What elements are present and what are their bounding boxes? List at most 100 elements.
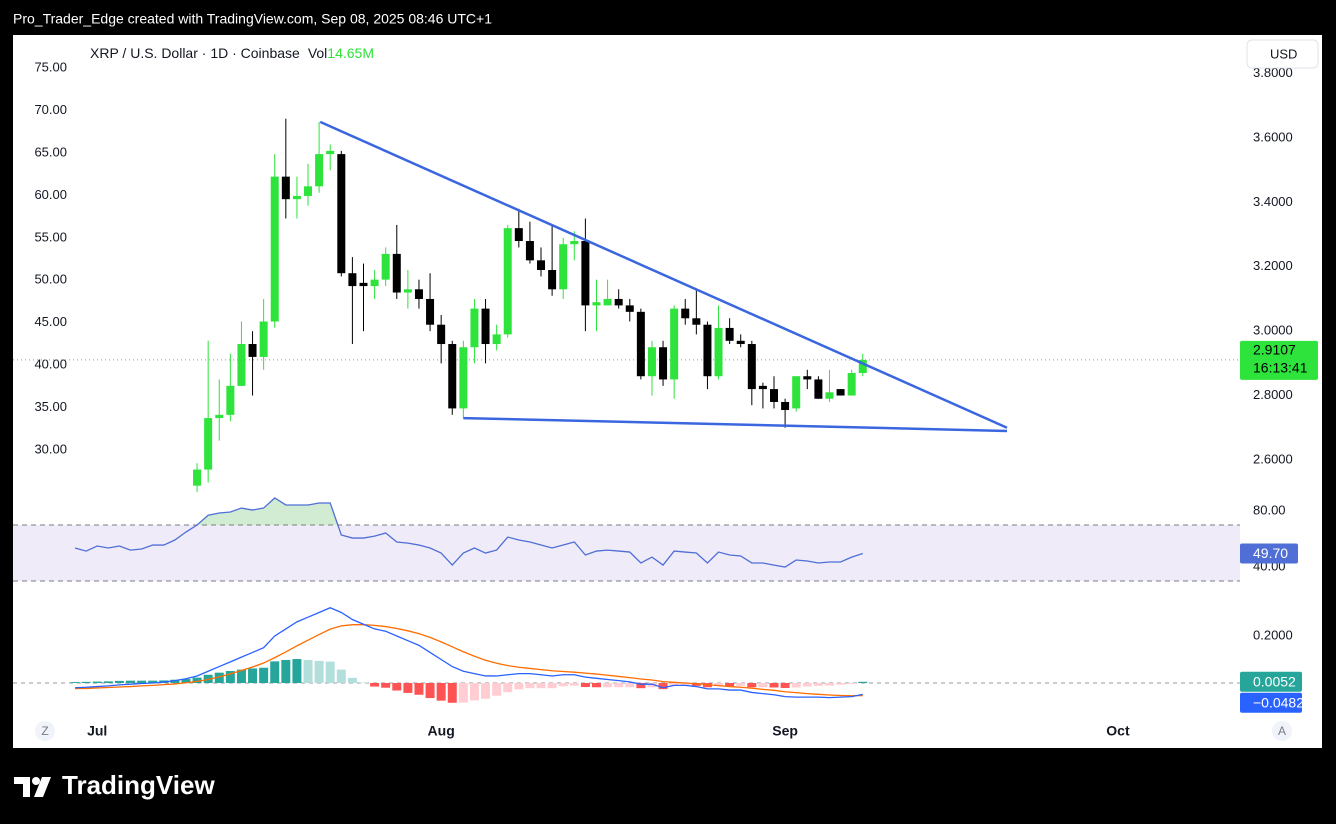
candle-body <box>503 228 512 335</box>
macd-histogram-bar <box>492 683 502 696</box>
macd-histogram-bar <box>758 683 768 688</box>
candle-body <box>681 308 690 319</box>
macd-histogram-bar <box>403 683 413 693</box>
macd-histogram-bar <box>636 683 646 689</box>
candle-body <box>758 385 767 390</box>
macd-histogram-bar <box>148 680 158 684</box>
macd-histogram-bar <box>270 661 280 684</box>
macd-histogram-bar <box>214 672 224 684</box>
macd-histogram-bar <box>525 683 535 689</box>
macd-histogram-bar <box>192 677 202 684</box>
x-tick-label: Aug <box>428 723 455 739</box>
signal-line <box>75 624 863 697</box>
macd-histogram-bar <box>248 668 258 684</box>
macd-histogram-bar <box>736 683 746 686</box>
macd-histogram-bar <box>92 681 102 684</box>
chart-layer: 3.8000 3.6000 3.4000 3.2000 3.0000 2.8000 2.60… <box>13 60 1318 739</box>
candle-body <box>570 241 579 245</box>
zoom-label[interactable]: Z <box>41 724 48 738</box>
candle-body <box>215 414 224 419</box>
candle-body <box>359 282 368 287</box>
currency-label[interactable]: USD <box>1270 46 1297 61</box>
candle-body <box>825 392 834 399</box>
price-pane <box>193 118 1008 493</box>
candle-body <box>348 273 357 287</box>
legend: XRP / U.S. Dollar · 1D · Coinbase Vol14.6… <box>90 45 374 61</box>
candle-body <box>337 154 346 274</box>
macd-histogram-bar <box>81 681 91 684</box>
logo-dot <box>32 777 40 785</box>
x-tick-label: Sep <box>772 723 798 739</box>
macd-histogram-bar <box>137 680 147 684</box>
y2-tick-label: 35.00 <box>34 399 67 414</box>
candle-body <box>370 279 379 287</box>
rsi-band <box>13 525 1240 582</box>
candle-body <box>315 154 324 187</box>
currency-button[interactable] <box>1246 39 1319 69</box>
candle-body <box>736 340 745 345</box>
candle-body <box>226 385 235 415</box>
macd-histogram-bar <box>181 679 191 684</box>
logo-v <box>34 777 51 797</box>
macd-histogram-bar <box>791 683 801 688</box>
macd-histogram-bar <box>691 683 701 686</box>
candle-body <box>725 327 734 341</box>
macd-label-box <box>1240 692 1302 713</box>
zoom-button[interactable] <box>35 721 55 741</box>
macd-histogram-bar <box>392 683 402 691</box>
brand-name: TradingView <box>62 770 215 800</box>
y-tick-label: 3.0000 <box>1253 323 1293 338</box>
y-tick-label: 3.2000 <box>1253 258 1293 273</box>
macd-histogram-bar <box>669 683 679 687</box>
macd-histogram-bar <box>747 683 757 688</box>
macd-tick-label: 0.2000 <box>1253 627 1293 642</box>
candle-body <box>559 244 568 290</box>
auto-label[interactable]: A <box>1278 724 1286 738</box>
candle-body <box>381 253 390 280</box>
candle-body <box>426 298 435 325</box>
macd-histogram-bar <box>558 683 568 687</box>
macd-histogram-bar <box>70 682 80 684</box>
macd-histogram-bar <box>813 683 823 686</box>
candle-body <box>814 379 823 399</box>
macd-histogram-bar <box>103 681 113 684</box>
candle-body <box>703 324 712 377</box>
macd-histogram-bar <box>292 659 302 684</box>
macd-histogram-bar <box>569 683 579 686</box>
macd-histogram-bar <box>325 661 335 684</box>
auto-button[interactable] <box>1272 721 1292 741</box>
y2-tick-label: 40.00 <box>34 357 67 372</box>
rsi-overbought-fill <box>197 497 338 526</box>
volume-label: Vol <box>308 45 327 61</box>
chart-card <box>13 35 1322 748</box>
header-text: Pro_Trader_Edge created with TradingView… <box>13 11 492 27</box>
price-label: 2.9107 <box>1253 342 1296 358</box>
histogram-label-box <box>1240 671 1302 692</box>
macd-histogram-bar <box>725 683 735 687</box>
macd-histogram-bar <box>603 683 613 688</box>
macd-histogram-bar <box>358 682 368 684</box>
candle-body <box>414 289 423 299</box>
macd-histogram-bar <box>425 683 435 699</box>
volume-value: 14.65M <box>327 45 374 61</box>
macd-histogram-bar <box>591 683 601 688</box>
macd-histogram-bar <box>802 683 812 687</box>
candle-body <box>470 308 479 348</box>
candle-body <box>692 318 701 325</box>
candle-body <box>603 298 612 306</box>
trendline <box>319 120 1008 429</box>
macd-histogram-bar <box>858 681 868 684</box>
macd-histogram-bar <box>658 683 668 690</box>
y-tick-label: 3.6000 <box>1253 129 1293 144</box>
macd-histogram-bar <box>303 659 313 684</box>
macd-histogram-bar <box>259 667 269 684</box>
x-tick-label: Jul <box>87 723 107 739</box>
candle-body <box>581 241 590 306</box>
macd-histogram-bar <box>514 683 524 690</box>
candle-body <box>636 311 645 377</box>
countdown-label: 16:13:41 <box>1253 360 1308 376</box>
candle-body <box>592 302 601 306</box>
macd-histogram-bar <box>114 680 124 684</box>
y2-tick-label: 50.00 <box>34 272 67 287</box>
rsi-label-box <box>1240 543 1298 564</box>
